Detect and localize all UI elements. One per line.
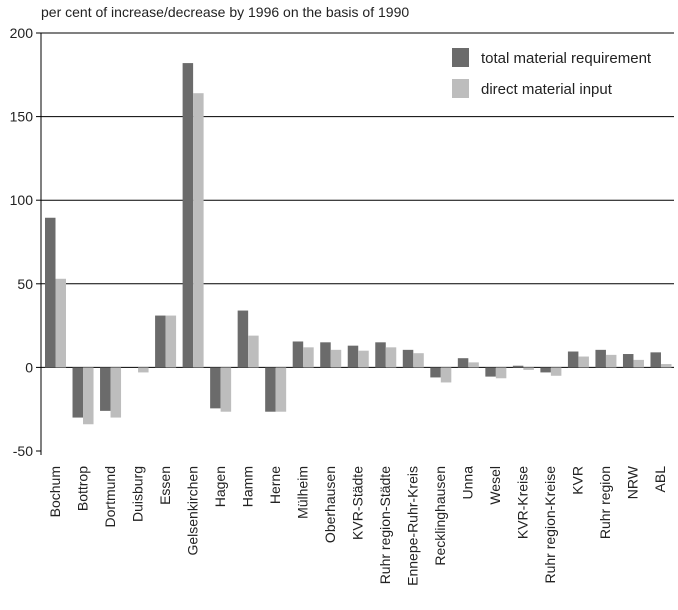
y-tick-label: -50 [13,443,33,459]
bar-total-material-requirement-recklinghausen [430,367,441,378]
axes: 200 150 100 50 0 -50 Bochum Bottrop Dortmund Duis… [10,25,669,586]
bar-total-material-requirement-ruhr-region-kreise [540,367,551,373]
x-tick-label-hamm: Hamm [239,466,255,507]
bar-total-material-requirement-wesel [485,367,496,377]
bar-direct-material-input-hagen [220,367,232,412]
x-tick-label-bochum: Bochum [47,466,63,517]
x-tick-label-oberhausen: Oberhausen [322,466,338,543]
bar-total-material-requirement-kvr-kreise [512,365,524,368]
bar-direct-material-input-ruhr-region-kreise [550,367,562,376]
x-tick-label-ennepe-ruhr-kreis: Ennepe-Ruhr-Kreis [405,466,421,586]
bar-total-material-requirement-unna [457,358,469,368]
bar-direct-material-input-duisburg [138,367,149,373]
y-tick-label: 100 [10,192,34,208]
bar-total-material-requirement-kvr-st-dte [347,345,359,368]
bar-direct-material-input-herne [275,367,287,412]
bar-total-material-requirement-dortmund [100,367,111,411]
x-tick-label-gelsenkirchen: Gelsenkirchen [184,466,200,556]
legend-swatch-direct-material-input [452,79,469,98]
bar-total-material-requirement-herne [265,367,276,412]
bar-direct-material-input-dortmund [110,367,122,418]
x-tick-label-bottrop: Bottrop [74,466,90,511]
bar-total-material-requirement-hagen [210,367,221,409]
bar-total-material-requirement-m-lheim [292,341,304,368]
x-tick-label-recklinghausen: Recklinghausen [432,466,448,566]
legend: total material requirement direct materia… [452,48,652,98]
x-tick-label-kvr-st-dte: KVR-Städte [350,466,366,540]
bar-direct-material-input-oberhausen [330,349,342,368]
x-tick-label-ruhr-region: Ruhr region [597,466,613,539]
y-tick-label: 200 [10,25,34,41]
bar-direct-material-input-recklinghausen [440,367,452,383]
bar-direct-material-input-bottrop [83,367,94,425]
bar-direct-material-input-ruhr-region-st-dte [385,347,397,368]
bar-direct-material-input-kvr [578,356,589,368]
bar-direct-material-input-hamm [248,335,259,368]
legend-label-direct-material-input: direct material input [481,81,613,98]
bar-direct-material-input-gelsenkirchen [193,93,204,368]
bar-total-material-requirement-ruhr-region-st-dte [375,342,386,368]
bar-direct-material-input-essen [165,315,177,368]
bar-direct-material-input-nrw [633,359,644,368]
x-tick-label-m-lheim: Mülheim [294,466,310,519]
x-tick-label-herne: Herne [267,466,283,504]
bars [45,63,672,425]
x-tick-label-ruhr-region-kreise: Ruhr region-Kreise [542,466,558,584]
bar-total-material-requirement-oberhausen [320,342,331,368]
bar-total-material-requirement-essen [155,315,166,368]
bar-direct-material-input-unna [468,362,479,368]
legend-swatch-total-material-requirement [452,48,469,67]
x-tick-label-duisburg: Duisburg [129,466,145,522]
bar-direct-material-input-kvr-st-dte [358,350,369,368]
chart-title: per cent of increase/decrease by 1996 on… [41,4,410,20]
bar-direct-material-input-m-lheim [303,347,314,368]
bar-total-material-requirement-abl [650,352,661,368]
x-tick-label-unna: Unna [460,466,476,500]
x-tick-label-abl: ABL [652,466,668,493]
bar-total-material-requirement-ennepe-ruhr-kreis [402,349,414,368]
bar-direct-material-input-ennepe-ruhr-kreis [413,353,424,368]
bar-direct-material-input-abl [660,364,672,368]
x-tick-label-dortmund: Dortmund [102,466,118,527]
x-tick-label-kvr: KVR [570,466,586,495]
y-tick-label: 150 [10,109,34,125]
bar-direct-material-input-kvr-kreise [523,367,534,370]
x-tick-label-hagen: Hagen [212,466,228,507]
bar-total-material-requirement-kvr [567,351,579,368]
legend-label-total-material-requirement: total material requirement [481,50,652,67]
bar-total-material-requirement-ruhr-region [595,349,606,368]
bar-total-material-requirement-bochum [45,217,56,368]
bar-total-material-requirement-nrw [622,354,634,368]
bar-total-material-requirement-hamm [237,310,249,368]
bar-total-material-requirement-bottrop [72,367,84,418]
bar-direct-material-input-ruhr-region [605,354,617,368]
x-tick-label-wesel: Wesel [487,466,503,505]
bar-total-material-requirement-gelsenkirchen [182,63,194,368]
x-tick-label-essen: Essen [157,466,173,505]
bar-direct-material-input-wesel [495,367,507,379]
x-tick-label-kvr-kreise: KVR-Kreise [515,466,531,539]
x-tick-label-ruhr-region-st-dte: Ruhr region-Städte [377,466,393,585]
x-tick-label-nrw: NRW [625,465,641,499]
y-tick-label: 0 [25,359,33,375]
y-tick-label: 50 [17,276,33,292]
bar-direct-material-input-bochum [55,278,66,368]
